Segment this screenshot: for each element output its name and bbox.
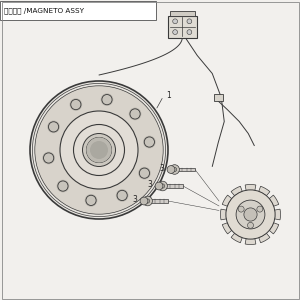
Circle shape — [143, 196, 152, 206]
Circle shape — [143, 136, 156, 148]
Circle shape — [160, 184, 165, 188]
Circle shape — [71, 100, 81, 110]
Circle shape — [187, 19, 192, 24]
Polygon shape — [231, 233, 242, 243]
Circle shape — [172, 167, 177, 172]
Text: 磁电机组 /MAGNETO ASSY: 磁电机组 /MAGNETO ASSY — [4, 7, 84, 14]
Circle shape — [49, 122, 59, 132]
Circle shape — [47, 121, 60, 133]
Circle shape — [144, 137, 154, 147]
Polygon shape — [275, 209, 280, 220]
Circle shape — [187, 30, 192, 34]
Circle shape — [101, 93, 113, 106]
Text: 1: 1 — [167, 92, 171, 100]
Bar — [176, 167, 195, 171]
Circle shape — [138, 167, 151, 179]
Circle shape — [139, 168, 149, 178]
Circle shape — [155, 182, 163, 190]
Circle shape — [116, 189, 128, 202]
Circle shape — [236, 200, 265, 229]
Polygon shape — [222, 223, 232, 234]
Bar — [169, 11, 195, 16]
Bar — [0, 2, 156, 20]
Circle shape — [173, 30, 178, 34]
Circle shape — [173, 19, 178, 24]
Circle shape — [129, 108, 141, 120]
Circle shape — [238, 206, 244, 212]
Circle shape — [57, 180, 69, 192]
Polygon shape — [269, 195, 279, 206]
Polygon shape — [231, 186, 242, 196]
Polygon shape — [245, 239, 256, 244]
Bar — [149, 199, 168, 203]
Circle shape — [90, 141, 108, 159]
Polygon shape — [245, 184, 256, 190]
Circle shape — [30, 81, 168, 219]
Circle shape — [248, 222, 254, 228]
Circle shape — [117, 190, 127, 200]
Circle shape — [170, 165, 179, 174]
Circle shape — [226, 190, 275, 239]
Bar — [168, 16, 197, 38]
Circle shape — [130, 109, 140, 119]
Circle shape — [102, 94, 112, 105]
Text: 3: 3 — [132, 195, 137, 204]
Circle shape — [244, 208, 257, 221]
Polygon shape — [259, 233, 270, 243]
Text: 3: 3 — [159, 164, 164, 173]
Circle shape — [35, 86, 163, 214]
Text: 3: 3 — [147, 180, 152, 189]
Circle shape — [86, 137, 112, 163]
Polygon shape — [222, 195, 232, 206]
Circle shape — [85, 194, 97, 207]
Circle shape — [82, 134, 116, 166]
Bar — [164, 184, 183, 188]
Polygon shape — [269, 223, 279, 234]
Circle shape — [42, 152, 55, 164]
Polygon shape — [220, 209, 226, 220]
Circle shape — [60, 111, 138, 189]
Circle shape — [158, 181, 167, 191]
Circle shape — [140, 197, 148, 205]
Circle shape — [167, 166, 175, 173]
Circle shape — [86, 195, 96, 206]
Circle shape — [257, 206, 263, 212]
Circle shape — [70, 98, 82, 111]
Circle shape — [44, 153, 54, 163]
Circle shape — [58, 181, 68, 191]
Bar — [214, 94, 223, 101]
Polygon shape — [259, 186, 270, 196]
Circle shape — [146, 199, 150, 203]
